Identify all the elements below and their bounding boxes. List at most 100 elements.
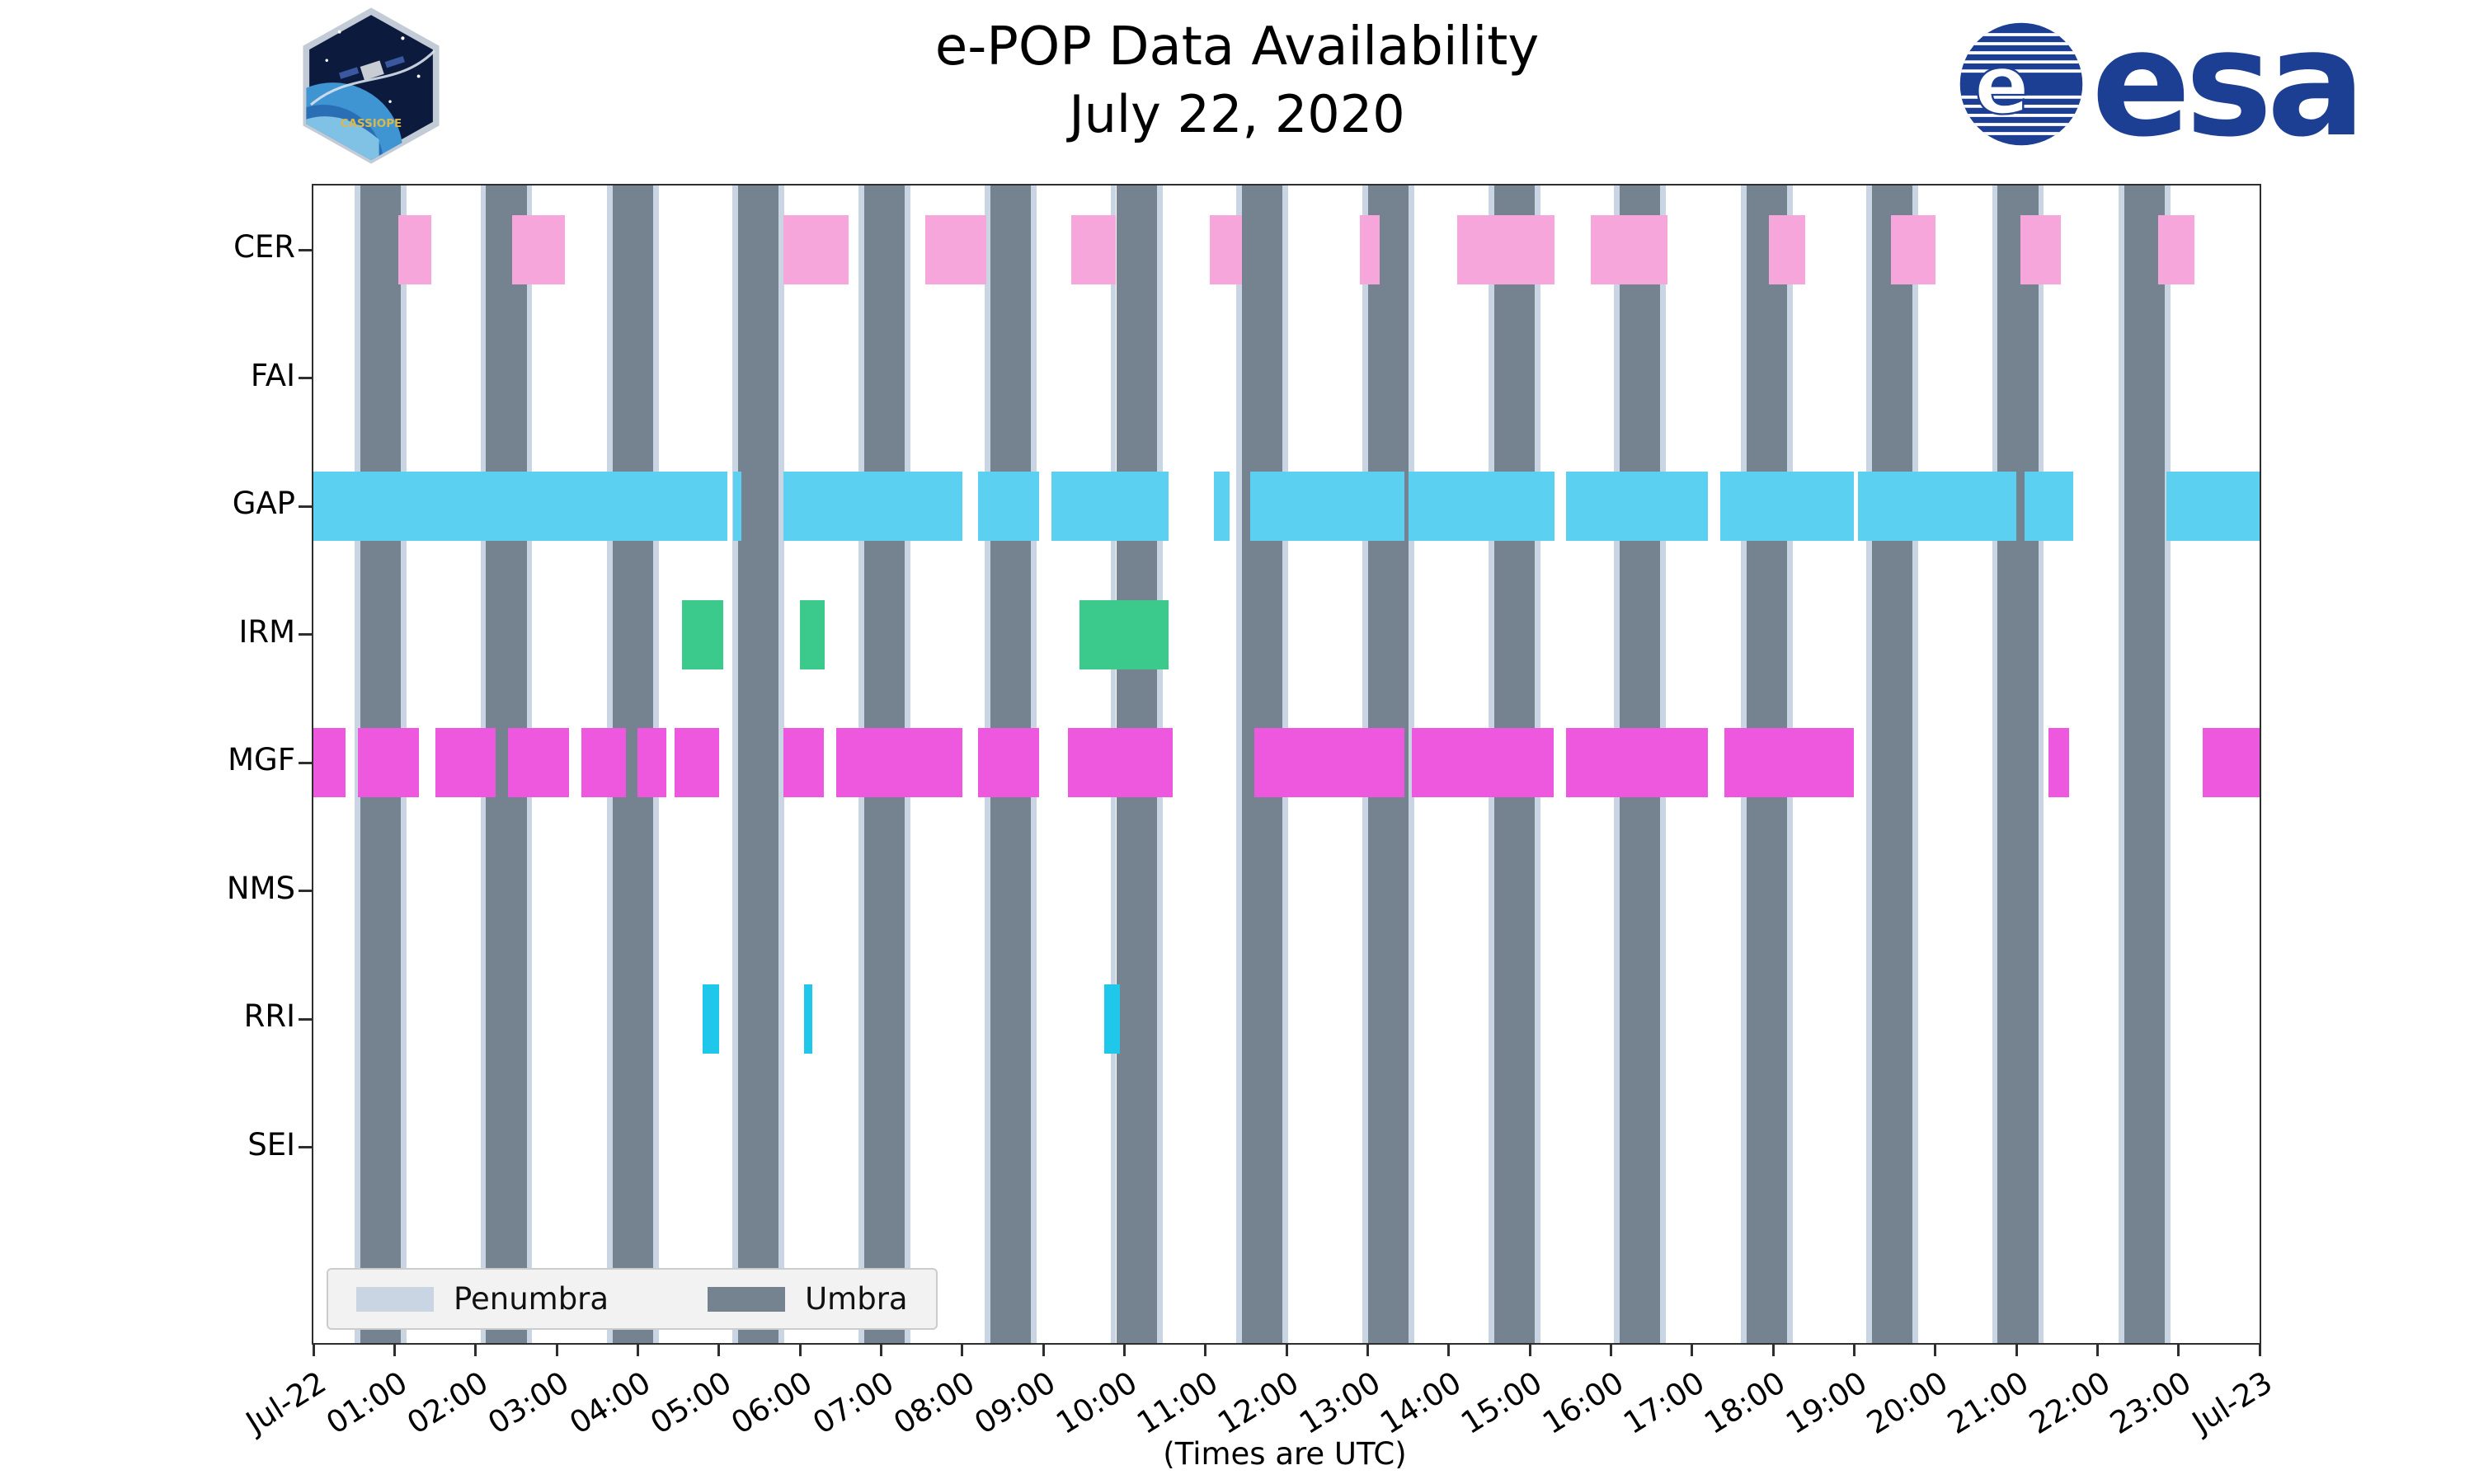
patch-title-text: CASSIOPE	[341, 118, 402, 130]
gap-data-bar	[1051, 472, 1169, 541]
y-tick-label: GAP	[232, 486, 295, 521]
x-tick-label-text: 03:00	[482, 1364, 576, 1441]
x-tick	[879, 1343, 882, 1356]
gap-data-bar	[978, 472, 1040, 541]
mgf-data-bar	[978, 728, 1040, 797]
umbra-label: Umbra	[805, 1281, 908, 1317]
x-tick	[798, 1343, 802, 1356]
x-tick	[2177, 1343, 2180, 1356]
x-tick-label-text: Jul-23	[2185, 1364, 2279, 1441]
x-tick	[1366, 1343, 1369, 1356]
cer-data-bar	[2020, 215, 2062, 284]
x-tick-label-text: 08:00	[887, 1364, 981, 1441]
umbra-band	[738, 186, 779, 1343]
penumbra-band	[1236, 186, 1242, 1343]
gap-data-bar	[1213, 472, 1230, 541]
mgf-data-bar	[1253, 728, 1404, 797]
penumbra-band	[2038, 186, 2044, 1343]
y-tick-label: IRM	[238, 613, 295, 650]
chart-title: e-POP Data Availability	[934, 16, 1540, 77]
x-tick	[1691, 1343, 1694, 1356]
penumbra-band	[2118, 186, 2124, 1343]
mgf-data-bar	[1724, 728, 1855, 797]
y-tick	[299, 761, 312, 764]
mgf-data-bar	[1067, 728, 1174, 797]
rri-data-bar	[803, 984, 812, 1054]
rri-data-bar	[703, 984, 719, 1054]
x-tick-label-text: 11:00	[1131, 1364, 1225, 1441]
gap-data-bar	[2024, 472, 2073, 541]
penumbra-band	[778, 186, 785, 1343]
penumbra-band	[2164, 186, 2171, 1343]
mgf-data-bar	[637, 728, 666, 797]
x-tick-label-text: 01:00	[319, 1364, 414, 1441]
esa-globe-icon: e	[1959, 22, 2083, 146]
x-tick-label-text: 21:00	[1941, 1364, 2035, 1441]
y-tick-label: NMS	[226, 870, 295, 906]
x-tick-label-text: 20:00	[1860, 1364, 1954, 1441]
x-tick	[1934, 1343, 1937, 1356]
availability-chart: Penumbra Umbra CER FAI GAP IRM MGF NMS RRI SEI J…	[227, 184, 2279, 1441]
x-tick-label-text: 07:00	[806, 1364, 901, 1441]
x-tick	[1852, 1343, 1856, 1356]
y-tick-label: FAI	[250, 357, 295, 393]
x-tick	[1204, 1343, 1207, 1356]
gap-data-bar	[1249, 472, 1404, 541]
irm-data-bar	[1079, 599, 1169, 669]
penumbra-band	[1992, 186, 1998, 1343]
mgf-data-bar	[1566, 728, 1709, 797]
cer-data-bar	[1456, 215, 1554, 284]
x-tick-label-text: 12:00	[1211, 1364, 1305, 1441]
cassiope-mission-patch-icon: CASSIOPE	[303, 7, 440, 164]
x-tick	[636, 1343, 639, 1356]
x-tick	[2258, 1343, 2261, 1356]
mgf-data-bar	[435, 728, 496, 797]
gap-data-bar	[1858, 472, 2016, 541]
x-tick-label-text: 05:00	[644, 1364, 738, 1441]
penumbra-band	[1409, 186, 1415, 1343]
x-tick	[393, 1343, 396, 1356]
y-tick	[299, 1146, 312, 1148]
x-tick-label-text: 10:00	[1049, 1364, 1144, 1441]
x-tick-label-text: 02:00	[401, 1364, 495, 1441]
penumbra-band	[732, 186, 739, 1343]
y-tick	[299, 890, 312, 892]
mgf-data-bar	[358, 728, 419, 797]
umbra-band	[2124, 186, 2165, 1343]
mgf-data-bar	[783, 728, 825, 797]
x-tick-label-text: 17:00	[1617, 1364, 1711, 1441]
cer-data-bar	[398, 215, 431, 284]
mgf-data-bar	[836, 728, 962, 797]
y-tick-label: RRI	[243, 998, 295, 1034]
plot-area	[313, 186, 2260, 1343]
cer-data-bar	[511, 215, 565, 284]
esa-wordmark: esa	[2091, 0, 2366, 169]
x-tick	[1528, 1343, 1531, 1356]
patch-satellite	[338, 55, 405, 81]
umbra-band	[1997, 186, 2039, 1343]
page-title-block: e-POP Data Availability July 22, 2020	[0, 13, 2474, 148]
x-tick-label-text: 23:00	[2104, 1364, 2198, 1441]
x-tick	[474, 1343, 477, 1356]
x-tick-label-text: 19:00	[1779, 1364, 1874, 1441]
mgf-data-bar	[2203, 728, 2260, 797]
x-tick-label-text: 06:00	[725, 1364, 819, 1441]
gap-data-bar	[313, 472, 727, 541]
x-tick	[2095, 1343, 2099, 1356]
cer-data-bar	[1590, 215, 1668, 284]
cer-data-bar	[1359, 215, 1380, 284]
rri-data-bar	[1103, 984, 1121, 1054]
y-tick-label: MGF	[228, 742, 295, 777]
x-tick-label-text: 14:00	[1374, 1364, 1468, 1441]
x-tick	[1771, 1343, 1775, 1356]
esa-globe-stripes	[1959, 33, 2083, 136]
cer-data-bar	[1769, 215, 1806, 284]
x-axis-label: (Times are UTC)	[1163, 1436, 1407, 1472]
penumbra-band	[1866, 186, 1872, 1343]
esa-globe-e: e	[1974, 39, 2029, 133]
y-tick-label: CER	[233, 229, 295, 265]
mgf-data-bar	[581, 728, 626, 797]
x-tick	[312, 1343, 315, 1356]
patch-orbit-line	[310, 49, 435, 106]
